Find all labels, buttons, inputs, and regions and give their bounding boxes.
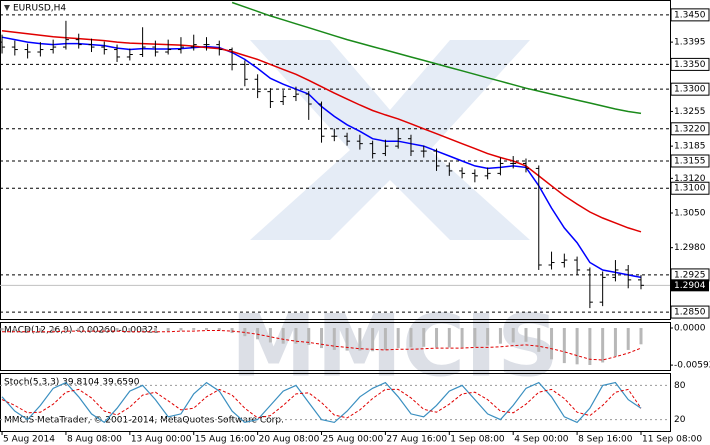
x-tick-label: 20 Aug 08:00 bbox=[259, 435, 320, 445]
level-box bbox=[670, 57, 710, 71]
level-box bbox=[670, 154, 710, 168]
macd-title: MACD(12,26,9) -0.00260 -0.00321 bbox=[4, 326, 159, 336]
copyright: MMCIS MetaTrader, © 2001-2014, MetaQuote… bbox=[4, 416, 284, 426]
x-tick-label: 13 Aug 00:00 bbox=[131, 435, 192, 445]
x-tick-label: 4 Sep 00:00 bbox=[514, 435, 569, 445]
level-box bbox=[670, 8, 710, 22]
x-tick-label: 25 Aug 00:00 bbox=[323, 435, 384, 445]
y-tick-label: 1.3120 bbox=[674, 174, 706, 184]
moving-average bbox=[231, 1, 642, 115]
level-label: 1.3220 bbox=[674, 124, 706, 134]
stoch-main bbox=[1, 381, 642, 424]
level-box bbox=[670, 181, 710, 195]
level-label: 1.2850 bbox=[674, 308, 706, 318]
y-tick-label: 1.3185 bbox=[674, 142, 706, 152]
x-tick-label: 15 Aug 16:00 bbox=[195, 435, 256, 445]
macd-signal bbox=[2, 330, 642, 361]
level-label: 1.3350 bbox=[674, 60, 706, 70]
level-label: 1.3450 bbox=[674, 10, 706, 20]
logo-watermark bbox=[250, 40, 530, 240]
price-label: 1.2904 bbox=[674, 281, 706, 291]
x-tick-label: 27 Aug 16:00 bbox=[386, 435, 447, 445]
level-box bbox=[670, 305, 710, 319]
price-box bbox=[671, 279, 709, 292]
level-label: 1.3300 bbox=[674, 85, 706, 95]
level-label: 1.3155 bbox=[674, 156, 706, 166]
stoch-title: Stoch(5,3,3) 39.8104 39.6590 bbox=[4, 378, 140, 388]
y-tick-label: 1.3050 bbox=[674, 209, 706, 219]
moving-average bbox=[1, 29, 642, 233]
level-box bbox=[670, 82, 710, 96]
y-tick-label: 80 bbox=[674, 381, 686, 391]
x-tick-label: 11 Sep 08:00 bbox=[642, 435, 702, 445]
level-label: 1.3100 bbox=[674, 184, 706, 194]
y-tick-label: 20 bbox=[674, 415, 686, 425]
y-tick-label: -0.00592 bbox=[674, 361, 710, 371]
level-box bbox=[670, 122, 710, 136]
y-tick-label: 0.0000 bbox=[674, 324, 706, 334]
level-label: 1.2925 bbox=[674, 270, 706, 280]
x-tick-label: 8 Aug 08:00 bbox=[67, 435, 122, 445]
symbol-icon bbox=[4, 5, 10, 11]
x-tick-label: 5 Aug 2014 bbox=[3, 435, 55, 445]
watermark: MMCIS bbox=[231, 296, 559, 396]
chart-title: EURUSD,H4 bbox=[13, 4, 66, 14]
x-tick-label: 1 Sep 08:00 bbox=[450, 435, 505, 445]
y-tick-label: 1.2980 bbox=[674, 243, 706, 253]
macd-panel-border bbox=[0, 322, 671, 371]
stoch-panel-border bbox=[0, 373, 671, 432]
logo-shape bbox=[250, 40, 530, 240]
x-tick-label: 8 Sep 16:00 bbox=[578, 435, 633, 445]
y-tick-label: 1.3395 bbox=[674, 38, 706, 48]
stoch-signal bbox=[1, 388, 642, 419]
y-tick-label: 1.3255 bbox=[674, 107, 706, 117]
